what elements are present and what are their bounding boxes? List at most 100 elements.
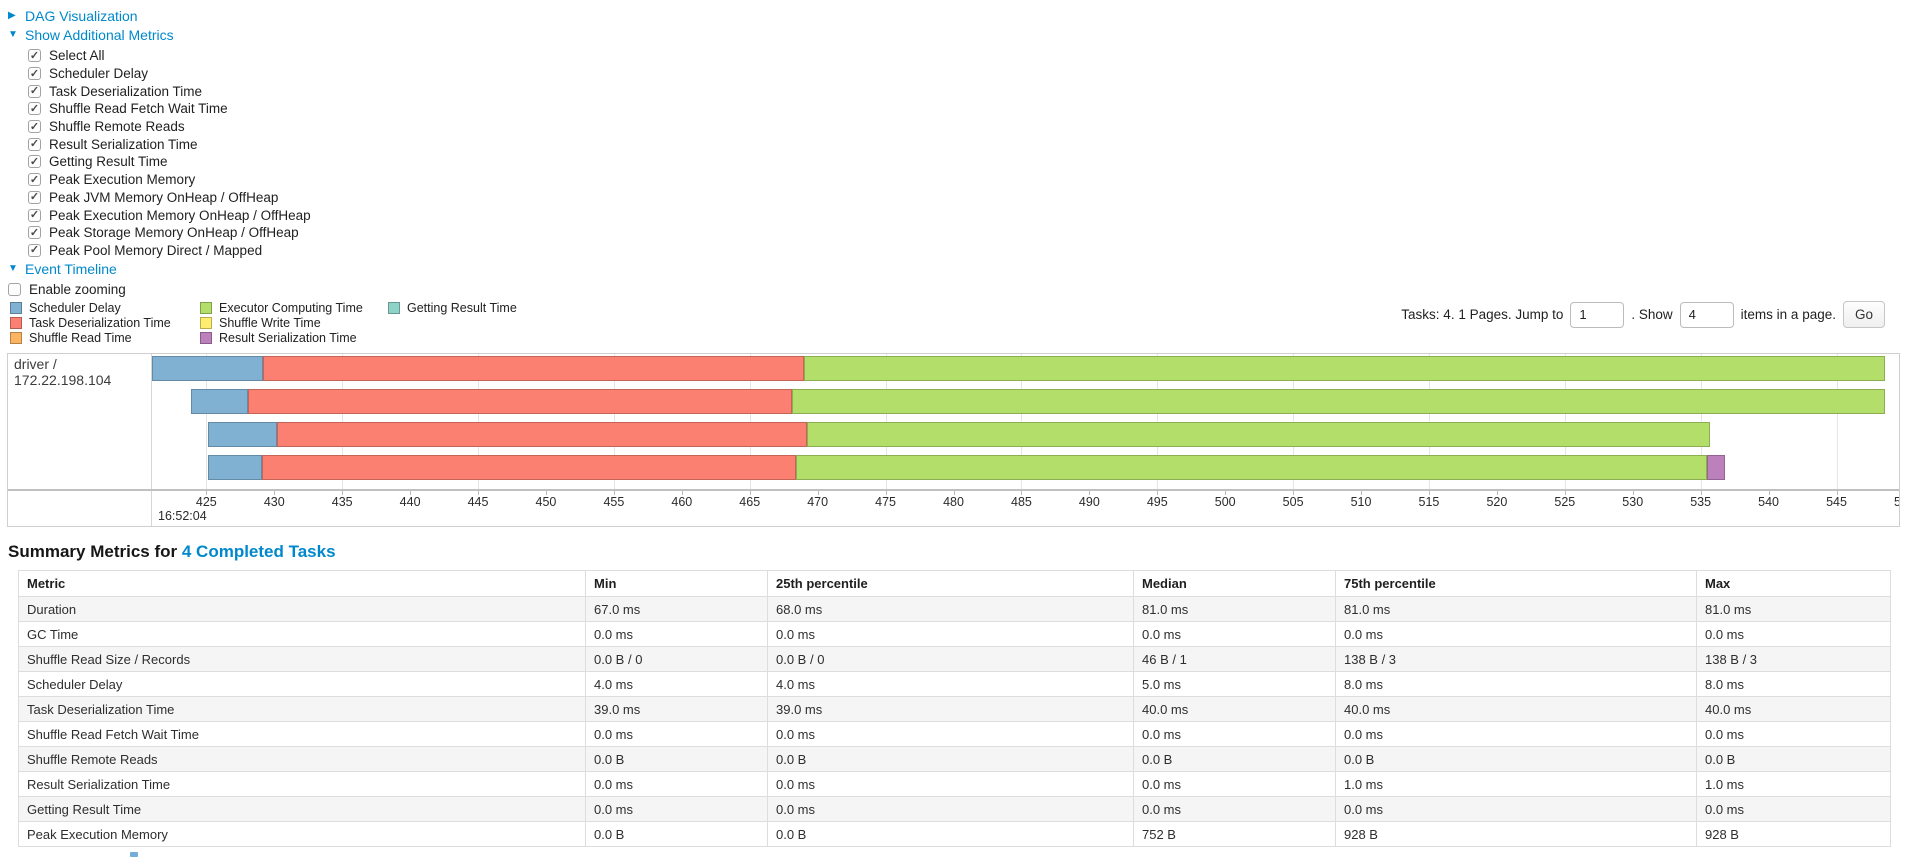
checkbox-icon[interactable]: ✓: [28, 84, 41, 98]
axis-tick-label: 440: [399, 495, 421, 509]
checkbox-icon[interactable]: ✓: [28, 67, 41, 81]
enable-zooming-checkbox[interactable]: Enable zooming: [8, 281, 126, 299]
show-additional-metrics-link[interactable]: Show Additional Metrics: [25, 26, 174, 43]
metric-value-cell: 1.0 ms: [1696, 771, 1891, 797]
metric-value-cell: 67.0 ms: [585, 596, 768, 622]
metric-checkbox-peak-execution-memory[interactable]: ✓ Peak Execution Memory: [28, 171, 311, 189]
metric-checkbox-peak-pool-memory-direct-mapped[interactable]: ✓ Peak Pool Memory Direct / Mapped: [28, 242, 311, 260]
legend-label: Getting Result Time: [407, 301, 517, 316]
axis-tick-mark: [1632, 491, 1634, 495]
jump-to-page-input[interactable]: [1570, 301, 1625, 328]
checkbox-icon[interactable]: ✓: [28, 208, 41, 222]
checkbox-label: Peak Execution Memory: [49, 172, 196, 188]
table-header-row: Metric Min 25th percentile Median 75th perce…: [18, 570, 1891, 597]
executor-label: driver / 172.22.198.104: [8, 354, 152, 526]
timeline-segment-scheduler-delay[interactable]: [207, 455, 263, 480]
event-timeline-toggle[interactable]: ▼ Event Timeline: [8, 259, 126, 278]
timeline-segment-scheduler-delay[interactable]: [191, 389, 249, 414]
axis-tick-mark: [410, 491, 412, 495]
metric-checkbox-shuffle-read-fetch-wait-time[interactable]: ✓ Shuffle Read Fetch Wait Time: [28, 100, 311, 118]
table-row: Duration 67.0 ms 68.0 ms 81.0 ms 81.0 ms 81.0…: [18, 596, 1891, 622]
axis-tick-label: 495: [1146, 495, 1168, 509]
axis-tick-label: 460: [671, 495, 693, 509]
timeline-task-row: [152, 389, 1899, 414]
checkbox-icon[interactable]: ✓: [28, 102, 41, 116]
metric-value-cell: 39.0 ms: [767, 696, 1134, 722]
completed-tasks-link[interactable]: 4 Completed Tasks: [181, 542, 336, 561]
metric-value-cell: 0.0 ms: [1696, 796, 1891, 822]
legend-item-executor-computing-time: Executor Computing Time: [200, 301, 388, 316]
metric-value-cell: 0.0 ms: [585, 621, 768, 647]
checkbox-icon[interactable]: ✓: [28, 49, 41, 63]
metric-checkbox-scheduler-delay[interactable]: ✓ Scheduler Delay: [28, 65, 311, 83]
event-timeline-chart: driver / 172.22.198.104 16:52:04 425 430 4…: [7, 353, 1900, 527]
timeline-segment-scheduler-delay[interactable]: [152, 356, 264, 381]
metric-checkbox-getting-result-time[interactable]: ✓ Getting Result Time: [28, 153, 311, 171]
metric-value-cell: 0.0 ms: [1335, 796, 1697, 822]
axis-tick-label: 540: [1758, 495, 1780, 509]
timeline-segment-executor-computing-time[interactable]: [795, 455, 1708, 480]
metric-checkbox-shuffle-remote-reads[interactable]: ✓ Shuffle Remote Reads: [28, 118, 311, 136]
show-additional-metrics-toggle[interactable]: ▼ Show Additional Metrics: [8, 25, 311, 44]
event-timeline-section-header: ▼ Event Timeline Enable zooming: [8, 259, 126, 299]
summary-heading-text: Summary Metrics for: [8, 542, 178, 561]
metric-checkbox-select-all[interactable]: ✓ Select All: [28, 47, 311, 65]
timeline-segment-task-deserialization-time[interactable]: [263, 356, 805, 381]
checkbox-icon[interactable]: ✓: [28, 120, 41, 134]
timeline-segment-executor-computing-time[interactable]: [791, 389, 1886, 414]
metric-value-cell: 0.0 ms: [767, 771, 1134, 797]
timeline-segment-executor-computing-time[interactable]: [806, 422, 1711, 447]
legend-item-shuffle-read-time: Shuffle Read Time: [10, 330, 200, 345]
checkbox-icon[interactable]: ✓: [28, 155, 41, 169]
metric-value-cell: 46 B / 1: [1133, 646, 1336, 672]
event-timeline-link[interactable]: Event Timeline: [25, 260, 117, 277]
axis-tick-label: 550: [1893, 495, 1899, 509]
axis-tick-label: 470: [807, 495, 829, 509]
metric-value-cell: 81.0 ms: [1133, 596, 1336, 622]
go-button[interactable]: Go: [1842, 301, 1885, 328]
checkbox-icon[interactable]: ✓: [28, 190, 41, 204]
metric-value-cell: 39.0 ms: [585, 696, 768, 722]
axis-tick-mark: [1768, 491, 1770, 495]
metric-checkbox-task-deserialization-time[interactable]: ✓ Task Deserialization Time: [28, 82, 311, 100]
metric-checkbox-result-serialization-time[interactable]: ✓ Result Serialization Time: [28, 135, 311, 153]
timeline-segment-executor-computing-time[interactable]: [804, 356, 1886, 381]
axis-tick-label: 500: [1214, 495, 1236, 509]
metric-value-cell: 0.0 ms: [767, 621, 1134, 647]
axis-tick-label: 535: [1690, 495, 1712, 509]
checkmark-icon: ✓: [29, 173, 40, 186]
checkbox-label: Peak JVM Memory OnHeap / OffHeap: [49, 189, 279, 205]
checkbox-icon[interactable]: ✓: [28, 226, 41, 240]
axis-tick-label: 490: [1078, 495, 1100, 509]
checkbox-icon[interactable]: ✓: [28, 137, 41, 151]
page-size-input[interactable]: [1679, 301, 1734, 328]
metric-value-cell: 40.0 ms: [1335, 696, 1697, 722]
metric-value-cell: 81.0 ms: [1335, 596, 1697, 622]
timeline-segment-scheduler-delay[interactable]: [207, 422, 277, 447]
summary-metrics-table: Metric Min 25th percentile Median 75th perce…: [18, 570, 1891, 847]
timeline-segment-task-deserialization-time[interactable]: [248, 389, 792, 414]
timeline-segment-result-serialization-time[interactable]: [1707, 455, 1726, 480]
legend-item-scheduler-delay: Scheduler Delay: [10, 301, 200, 316]
metric-value-cell: 0.0 ms: [1335, 721, 1697, 747]
timeline-segment-task-deserialization-time[interactable]: [262, 455, 796, 480]
axis-tick-mark: [545, 491, 547, 495]
table-row: Task Deserialization Time 39.0 ms 39.0 ms 4…: [18, 696, 1891, 722]
dag-visualization-link[interactable]: DAG Visualization: [25, 7, 138, 24]
checkbox-icon[interactable]: ✓: [28, 243, 41, 257]
legend-label: Scheduler Delay: [29, 301, 121, 316]
checkbox-icon[interactable]: ✓: [28, 173, 41, 187]
metric-checkbox-peak-storage-memory-onheap-offheap[interactable]: ✓ Peak Storage Memory OnHeap / OffHeap: [28, 224, 311, 242]
timeline-segment-task-deserialization-time[interactable]: [276, 422, 807, 447]
dag-visualization-toggle[interactable]: ▶ DAG Visualization: [8, 6, 311, 25]
legend-swatch-icon: [388, 302, 400, 315]
axis-tick-label: 505: [1282, 495, 1304, 509]
metric-value-cell: 0.0 ms: [585, 771, 768, 797]
legend-item-task-deserialization-time: Task Deserialization Time: [10, 316, 200, 331]
checkbox-label: Task Deserialization Time: [49, 83, 203, 99]
checkmark-icon: ✓: [29, 85, 40, 98]
column-header-min: Min: [585, 570, 768, 597]
metric-checkbox-peak-jvm-memory-onheap-offheap[interactable]: ✓ Peak JVM Memory OnHeap / OffHeap: [28, 189, 311, 207]
checkbox-icon[interactable]: [8, 283, 21, 297]
metric-checkbox-peak-execution-memory-onheap-offheap[interactable]: ✓ Peak Execution Memory OnHeap / OffHeap: [28, 206, 311, 224]
